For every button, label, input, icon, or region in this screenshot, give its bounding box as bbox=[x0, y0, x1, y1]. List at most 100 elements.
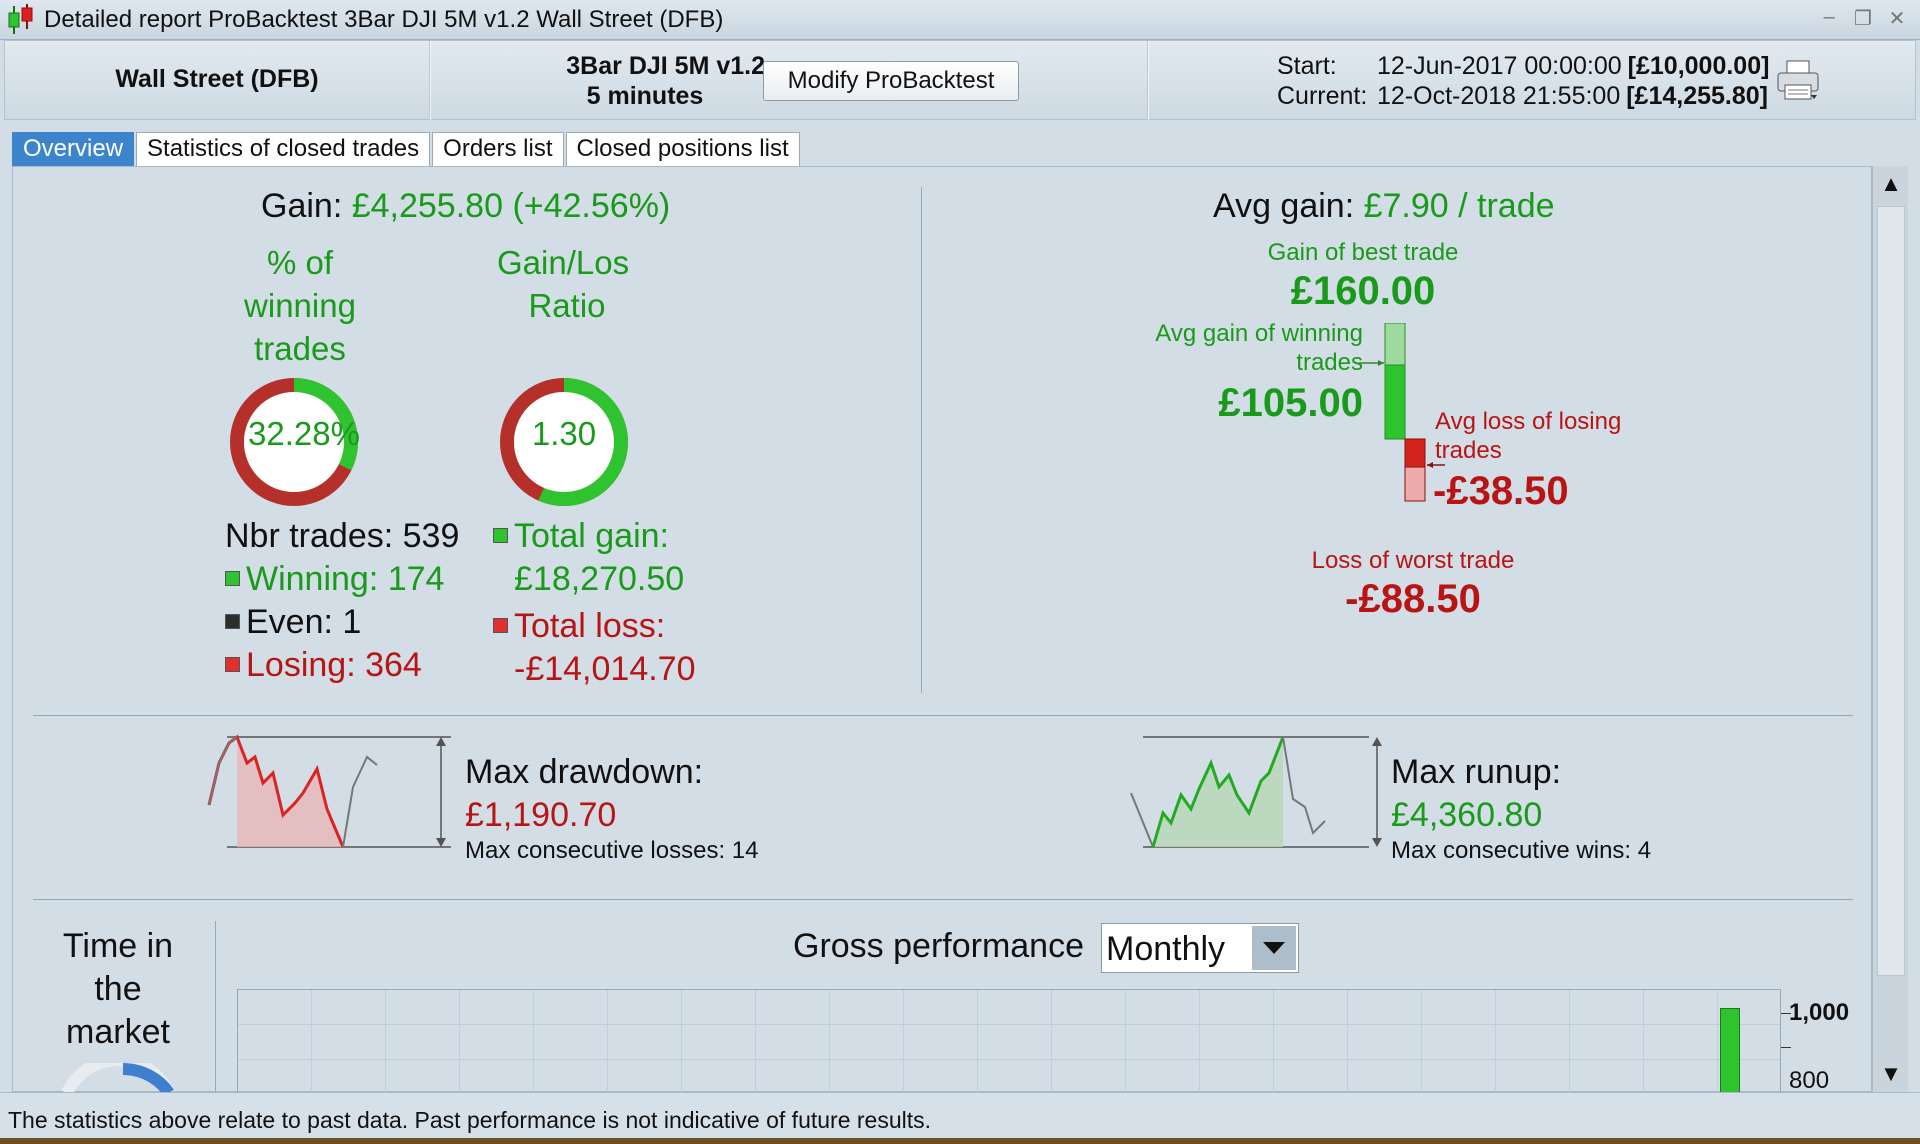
restore-icon[interactable]: ❐ bbox=[1854, 8, 1872, 30]
disclaimer-text: The statistics above relate to past data… bbox=[8, 1107, 932, 1133]
header-separator bbox=[1147, 41, 1149, 121]
avg-win-label-line: trades bbox=[1296, 349, 1363, 376]
drawdown-chart-icon bbox=[207, 734, 451, 848]
winning-pct-label: % of winning trades bbox=[217, 241, 383, 370]
worst-trade-value: -£88.50 bbox=[1345, 577, 1481, 621]
trade-range-bars bbox=[1359, 323, 1445, 502]
gain-loss-ratio-value: 1.30 bbox=[531, 415, 597, 452]
start-date: 12-Jun-2017 00:00:00 bbox=[1377, 52, 1622, 80]
close-icon[interactable]: ✕ bbox=[1888, 8, 1906, 30]
max-consecutive-losses: Max consecutive losses: 14 bbox=[465, 837, 759, 864]
avg-gain-summary: Avg gain: £7.90 / trade bbox=[1213, 187, 1555, 226]
black-legend-square bbox=[225, 614, 240, 629]
drawdown-value: £1,190.70 bbox=[465, 796, 617, 834]
even-count: Even: 1 bbox=[225, 601, 459, 644]
minimize-icon[interactable]: – bbox=[1823, 6, 1835, 28]
gain-loss-label-line: Gain/Los bbox=[497, 244, 630, 281]
avg-loss-label-line: trades bbox=[1435, 437, 1502, 464]
max-consecutive-wins: Max consecutive wins: 4 bbox=[1391, 837, 1652, 864]
gain-value: £4,255.80 bbox=[351, 187, 503, 225]
avg-win-label-line: Avg gain of winning bbox=[1155, 320, 1363, 347]
section-divider bbox=[215, 921, 216, 1093]
footer-border bbox=[0, 1138, 1920, 1144]
scrollbar-thumb[interactable] bbox=[1877, 206, 1905, 976]
axis-tick bbox=[1781, 1047, 1791, 1048]
runup-stats: Max runup: £4,360.80 Max consecutive win… bbox=[1391, 751, 1651, 865]
gain-percent: (+42.56%) bbox=[512, 187, 671, 225]
gain-label: Gain: bbox=[261, 187, 343, 225]
period-select[interactable]: Monthly bbox=[1101, 923, 1299, 973]
winning-value: 174 bbox=[387, 560, 445, 598]
winning-pct-value: 32.28% bbox=[248, 415, 360, 452]
best-trade-label: Gain of best trade bbox=[1267, 239, 1459, 266]
avg-loss-bar bbox=[1404, 438, 1426, 468]
start-capital: [£10,000.00] bbox=[1627, 52, 1770, 80]
drawdown-title: Max drawdown: bbox=[465, 753, 704, 791]
winning-label: Winning: bbox=[246, 560, 379, 598]
candlestick-app-icon bbox=[6, 3, 36, 37]
total-gain-label: Total gain: bbox=[514, 517, 669, 555]
best-trade-value: £160.00 bbox=[1290, 269, 1436, 313]
current-date: 12-Oct-2018 21:55:00 bbox=[1377, 82, 1621, 110]
total-gain: Total gain: bbox=[493, 515, 696, 558]
modify-probacktest-button[interactable]: Modify ProBacktest bbox=[763, 61, 1019, 101]
section-divider bbox=[921, 187, 922, 693]
losing-value: 364 bbox=[365, 646, 422, 684]
report-tabs: Overview Statistics of closed trades Ord… bbox=[12, 132, 800, 166]
tab-closed-positions-list[interactable]: Closed positions list bbox=[565, 132, 800, 166]
strategy-timeframe: 5 minutes bbox=[586, 82, 704, 110]
best-trade-bar bbox=[1384, 323, 1406, 366]
nbr-trades-label: Nbr trades: bbox=[225, 517, 394, 555]
section-divider bbox=[33, 899, 1853, 900]
time-in-market-label-line: the bbox=[94, 970, 142, 1008]
gross-performance-chart bbox=[237, 989, 1781, 1094]
tab-orders-list[interactable]: Orders list bbox=[432, 132, 564, 166]
red-legend-square bbox=[493, 618, 508, 633]
tab-statistics-closed-trades[interactable]: Statistics of closed trades bbox=[136, 132, 431, 166]
total-loss-label: Total loss: bbox=[514, 607, 666, 645]
nbr-trades: Nbr trades: 539 bbox=[225, 515, 459, 558]
gain-loss-label-line: Ratio bbox=[528, 287, 606, 324]
window-title: Detailed report ProBacktest 3Bar DJI 5M … bbox=[44, 5, 724, 33]
vertical-scrollbar[interactable]: ▲ ▼ bbox=[1872, 166, 1908, 1092]
winning-pct-label-line: trades bbox=[254, 330, 346, 367]
totals: Total gain: £18,270.50 Total loss: -£14,… bbox=[493, 515, 696, 691]
chevron-down-icon[interactable] bbox=[1252, 926, 1296, 970]
winning-pct-label-line: winning bbox=[244, 287, 356, 324]
current-capital: [£14,255.80] bbox=[1626, 82, 1769, 110]
time-in-market-label-line: market bbox=[66, 1013, 170, 1051]
gain-summary: Gain: £4,255.80 (+42.56%) bbox=[261, 187, 670, 226]
red-legend-square bbox=[225, 657, 240, 672]
worst-loss-bar bbox=[1404, 466, 1426, 502]
gain-loss-ratio-donut: 1.30 bbox=[497, 375, 631, 509]
monthly-performance-bar bbox=[1720, 1008, 1740, 1094]
worst-trade-label: Loss of worst trade bbox=[1311, 547, 1515, 574]
scroll-up-icon[interactable]: ▲ bbox=[1880, 171, 1902, 196]
total-loss-value: -£14,014.70 bbox=[514, 650, 696, 688]
green-legend-square bbox=[493, 528, 508, 543]
avg-loss-label-line: Avg loss of losing bbox=[1435, 408, 1622, 435]
avg-win-arrow-icon bbox=[1378, 360, 1384, 366]
strategy-name: 3Bar DJI 5M v1.2 bbox=[566, 52, 765, 80]
trade-counts: Nbr trades: 539 Winning: 174 Even: 1 Los… bbox=[225, 515, 459, 687]
gain-loss-ratio-label: Gain/Los Ratio bbox=[497, 241, 637, 327]
backtest-period: Start: 12-Jun-2017 00:00:00 [£10,000.00]… bbox=[1277, 51, 1769, 111]
avg-win-label: Avg gain of winning trades bbox=[1063, 319, 1363, 377]
nbr-trades-value: 539 bbox=[402, 517, 460, 555]
avg-loss-value: -£38.50 bbox=[1433, 469, 1569, 513]
period-select-value: Monthly bbox=[1106, 930, 1226, 968]
axis-label-800: 800 bbox=[1789, 1067, 1830, 1094]
time-in-market-label-line: Time in bbox=[62, 927, 174, 965]
total-gain-value: £18,270.50 bbox=[514, 560, 685, 598]
avg-win-bar bbox=[1384, 364, 1406, 440]
print-icon[interactable] bbox=[1775, 59, 1821, 103]
green-legend-square bbox=[225, 571, 240, 586]
winning-count: Winning: 174 bbox=[225, 558, 459, 601]
scroll-down-icon[interactable]: ▼ bbox=[1880, 1061, 1902, 1086]
time-in-market-donut bbox=[61, 1063, 175, 1093]
axis-tick bbox=[1781, 1013, 1791, 1014]
tab-overview[interactable]: Overview bbox=[12, 132, 135, 166]
avg-loss-label: Avg loss of losing trades bbox=[1435, 407, 1621, 465]
header-separator bbox=[429, 41, 431, 121]
even-label: Even: bbox=[246, 603, 333, 641]
